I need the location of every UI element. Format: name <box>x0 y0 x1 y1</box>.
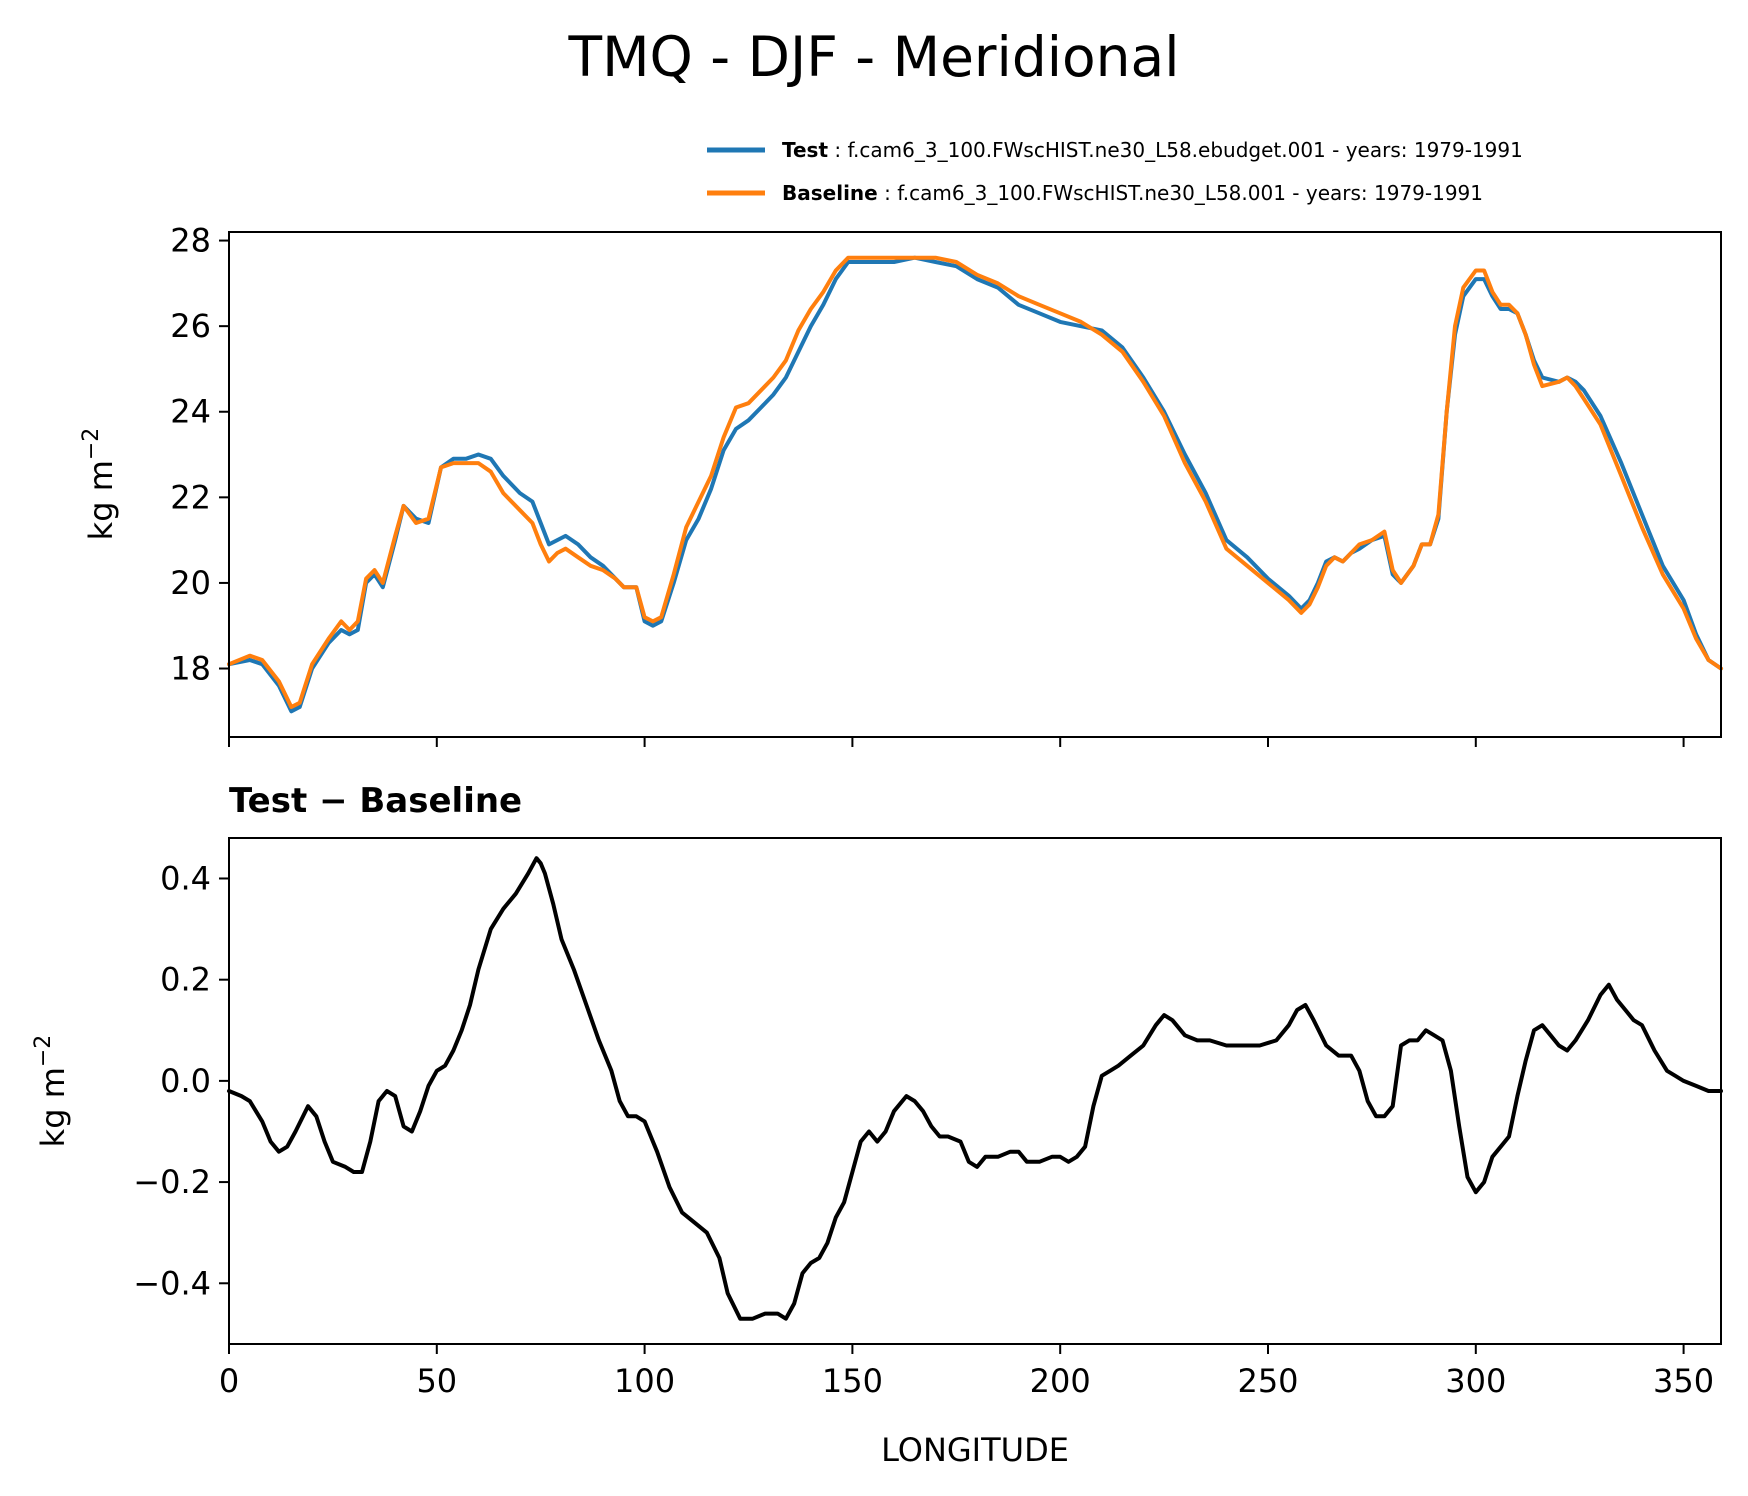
top-ylabel: kg m−2 <box>79 428 120 541</box>
bottom-xtick-label: 350 <box>1653 1362 1714 1400</box>
bottom-ytick-label: −0.2 <box>133 1163 211 1201</box>
legend-desc-baseline: f.cam6_3_100.FWscHIST.ne30_L58.001 - yea… <box>897 181 1483 205</box>
bottom-xtick-label: 50 <box>416 1362 457 1400</box>
bottom-ytick-label: 0.4 <box>160 859 211 897</box>
top-ytick-label: 20 <box>170 564 211 602</box>
bottom-panel: Test − Baseline 0 50 100 150 200 250 300 350 −0.… <box>31 781 1723 1469</box>
top-ylabel-exponent: −2 <box>79 428 104 460</box>
bottom-plot-frame <box>228 837 1722 1345</box>
bottom-ylabel-text: kg m <box>34 1067 72 1147</box>
bottom-ticks: 0 50 100 150 200 250 300 350 −0.4 −0.2 0.0 0.2 0.4 <box>133 859 1714 1400</box>
bottom-panel-title: Test − Baseline <box>229 781 522 821</box>
bottom-series-line-test-baseline <box>227 856 1723 1321</box>
top-series <box>227 255 1723 714</box>
bottom-ylabel-exponent: −2 <box>31 1035 56 1067</box>
top-ylabel-text: kg m <box>82 460 120 540</box>
legend-name-test: Test <box>782 138 828 162</box>
bottom-xtick-label: 250 <box>1237 1362 1298 1400</box>
top-ticks: 18 20 22 24 26 28 <box>170 222 1685 747</box>
bottom-ytick-label: −0.4 <box>133 1264 211 1302</box>
legend-entry-baseline: Baseline : f.cam6_3_100.FWscHIST.ne30_L5… <box>782 181 1483 205</box>
legend-name-baseline: Baseline <box>782 181 878 205</box>
top-plot-frame <box>228 231 1722 738</box>
bottom-xtick-label: 300 <box>1445 1362 1506 1400</box>
bottom-xtick-label: 150 <box>822 1362 883 1400</box>
legend-entry-test: Test : f.cam6_3_100.FWscHIST.ne30_L58.eb… <box>782 138 1523 162</box>
top-panel: 18 20 22 24 26 28 kg m−2 <box>79 222 1723 747</box>
top-series-line-baseline <box>227 255 1723 709</box>
top-ytick-label: 26 <box>170 307 211 345</box>
legend-sep-test: : <box>828 138 847 162</box>
top-ytick-label: 28 <box>170 222 211 260</box>
legend: Test : f.cam6_3_100.FWscHIST.ne30_L58.eb… <box>707 138 1523 205</box>
bottom-xtick-label: 0 <box>219 1362 239 1400</box>
bottom-series <box>227 856 1723 1321</box>
top-ytick-label: 24 <box>170 393 211 431</box>
legend-desc-test: f.cam6_3_100.FWscHIST.ne30_L58.ebudget.0… <box>847 138 1522 162</box>
legend-sep-baseline: : <box>878 181 897 205</box>
figure-title: TMQ - DJF - Meridional <box>567 25 1179 89</box>
bottom-xtick-label: 200 <box>1030 1362 1091 1400</box>
bottom-xtick-label: 100 <box>614 1362 675 1400</box>
bottom-ytick-label: 0.0 <box>160 1062 211 1100</box>
bottom-ylabel: kg m−2 <box>31 1035 72 1148</box>
top-ytick-label: 22 <box>170 478 211 516</box>
bottom-ytick-label: 0.2 <box>160 961 211 999</box>
top-ytick-label: 18 <box>170 650 211 688</box>
bottom-xlabel: LONGITUDE <box>881 1431 1069 1469</box>
